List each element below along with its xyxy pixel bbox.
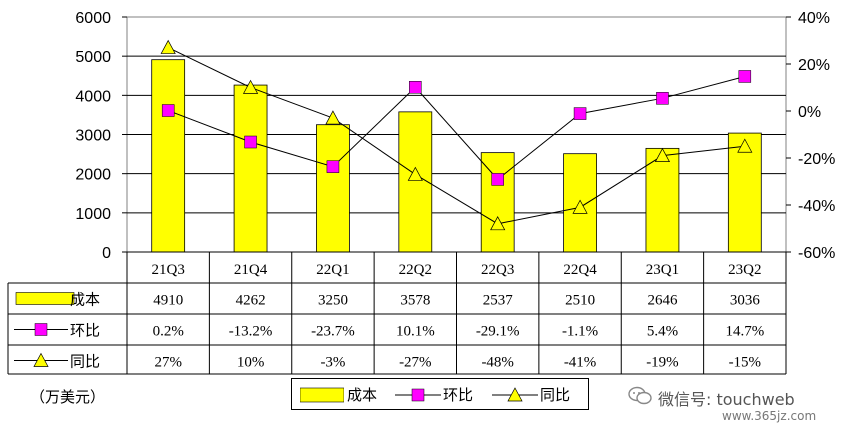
table-value: 0.2% xyxy=(153,324,184,340)
marker-qoq xyxy=(491,173,504,186)
table-series-name: 同比 xyxy=(70,353,100,371)
legend-label-cost: 成本 xyxy=(347,386,378,404)
category-label: 21Q3 xyxy=(152,262,185,278)
table-value: -27% xyxy=(399,355,432,371)
left-axis-tick-label: 0 xyxy=(102,245,111,262)
marker-qoq xyxy=(409,81,422,94)
category-label: 23Q1 xyxy=(646,262,679,278)
right-axis-tick-label: -20% xyxy=(798,151,835,168)
category-label: 21Q4 xyxy=(234,262,268,278)
table-value: 2646 xyxy=(647,293,678,309)
line-yoy xyxy=(167,47,745,225)
marker-qoq xyxy=(573,107,587,120)
table-value: 5.4% xyxy=(647,324,678,340)
category-label: 22Q1 xyxy=(316,262,349,278)
marker-qoq xyxy=(738,70,752,83)
table-value: 3250 xyxy=(318,293,348,309)
legend-square-marker xyxy=(395,388,441,402)
table-key-bar xyxy=(15,292,75,305)
left-axis-tick-label: 1000 xyxy=(75,206,111,223)
bar-cost xyxy=(316,124,350,253)
table-key-square xyxy=(34,323,48,336)
table-value: 4262 xyxy=(236,293,266,309)
table-value: -1.1% xyxy=(562,324,598,340)
marker-yoy xyxy=(242,79,259,94)
table-value: 4910 xyxy=(153,293,183,309)
table-value: -48% xyxy=(481,355,514,371)
table-value: 2537 xyxy=(483,293,514,309)
table-value: 27% xyxy=(154,355,182,371)
table-value: -15% xyxy=(729,355,762,371)
right-axis-tick-label: 0% xyxy=(798,104,821,121)
wechat-icon xyxy=(628,386,652,405)
left-axis-tick-label: 3000 xyxy=(75,128,111,145)
table-series-name: 环比 xyxy=(70,322,100,340)
table-value: 10.1% xyxy=(396,324,435,340)
chart-canvas: 0 1000 2000 3000 4000 5000 6000 -60% -40% -20% 0% 2… xyxy=(7,10,835,375)
table-value: -19% xyxy=(646,355,679,371)
bar-cost xyxy=(480,152,515,253)
bar-cost xyxy=(151,59,186,253)
table-value: -3% xyxy=(320,355,345,371)
marker-qoq xyxy=(244,135,257,149)
table-value: 3578 xyxy=(400,293,430,309)
category-label: 23Q2 xyxy=(728,262,761,278)
right-axis-tick-label: -60% xyxy=(798,245,835,262)
watermark-line1: 微信号: touchweb xyxy=(658,390,795,409)
right-axis-tick-label: -40% xyxy=(798,198,835,215)
right-axis-tick-label: 20% xyxy=(798,57,830,74)
category-label: 22Q4 xyxy=(563,262,597,278)
watermark-line2: www.365jz.com xyxy=(722,409,817,423)
table-value: 14.7% xyxy=(725,324,764,340)
unit-label: （万美元） xyxy=(30,388,106,406)
legend-label-qoq: 环比 xyxy=(443,386,474,404)
marker-qoq xyxy=(656,92,669,105)
marker-yoy xyxy=(325,110,341,125)
bar-cost xyxy=(727,132,762,253)
marker-yoy xyxy=(490,216,506,231)
line-qoq xyxy=(168,75,745,181)
table-value: 3036 xyxy=(730,293,761,309)
table-key-triangle xyxy=(33,352,49,367)
right-axis-tick-label: 40% xyxy=(798,10,830,27)
table-value: -23.7% xyxy=(311,324,355,340)
table-value: 2510 xyxy=(565,293,595,309)
table-value: -13.2% xyxy=(229,324,273,340)
category-label: 22Q3 xyxy=(481,262,514,278)
marker-yoy xyxy=(160,39,176,54)
chart-legend: 成本 环比 同比 xyxy=(291,378,589,410)
marker-yoy xyxy=(654,147,671,162)
legend-triangle-marker xyxy=(492,387,538,402)
category-label: 22Q2 xyxy=(399,262,432,278)
legend-item-qoq: 环比 xyxy=(395,385,485,405)
legend-label-yoy: 同比 xyxy=(540,386,571,404)
bar-cost xyxy=(233,84,268,253)
marker-yoy xyxy=(572,199,588,214)
marker-yoy xyxy=(737,138,753,153)
legend-bar-swatch xyxy=(300,387,344,403)
marker-qoq xyxy=(161,104,175,117)
legend-item-cost: 成本 xyxy=(300,385,390,405)
left-axis-tick-label: 6000 xyxy=(75,10,111,27)
table-value: -41% xyxy=(564,355,597,371)
marker-yoy xyxy=(407,166,423,181)
legend-item-yoy: 同比 xyxy=(492,385,582,405)
left-axis-tick-label: 5000 xyxy=(75,49,111,66)
table-series-name: 成本 xyxy=(70,291,100,309)
table-value: 10% xyxy=(237,355,265,371)
watermark: 微信号: touchweb www.365jz.com xyxy=(628,382,853,428)
left-axis-tick-label: 4000 xyxy=(75,88,111,105)
left-axis-tick-label: 2000 xyxy=(75,167,111,184)
table-value: -29.1% xyxy=(476,324,520,340)
marker-qoq xyxy=(326,160,340,173)
bar-cost xyxy=(645,147,680,253)
